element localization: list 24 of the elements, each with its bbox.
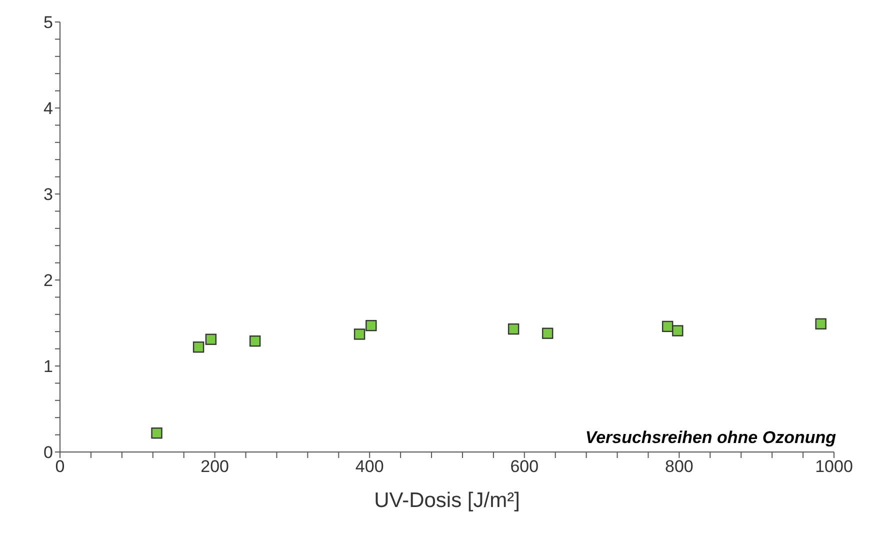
y-tick-label: 5: [44, 13, 53, 32]
x-tick-label: 400: [355, 457, 384, 476]
y-tick-label: 1: [44, 357, 53, 376]
point: [672, 325, 684, 336]
annotation: Versuchsreihen ohne Ozonung: [585, 428, 836, 448]
point: [662, 320, 674, 332]
point: [542, 328, 554, 339]
point: [354, 328, 366, 340]
y-tick-label: 3: [44, 185, 53, 204]
point: [249, 335, 261, 347]
y-tick-label: 2: [44, 271, 53, 290]
y-tick-label: 4: [44, 99, 53, 118]
x-tick-label: 1000: [815, 457, 853, 476]
point: [815, 318, 826, 330]
point: [151, 427, 162, 439]
point: [205, 334, 217, 345]
x-tick-label: 600: [510, 457, 539, 476]
x-axis-title: UV-Dosis [J/m²]: [374, 489, 520, 512]
point: [366, 320, 377, 332]
x-tick-label: 200: [200, 457, 229, 476]
x-tick-label: 800: [665, 457, 694, 476]
point: [192, 341, 204, 353]
point: [508, 323, 520, 335]
y-tick-label: 0: [44, 443, 53, 462]
